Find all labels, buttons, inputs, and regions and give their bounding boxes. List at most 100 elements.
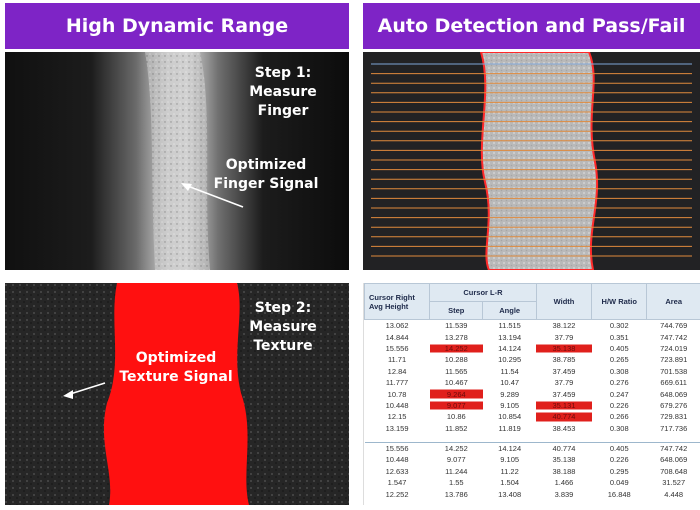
header-step: Step — [429, 301, 484, 320]
summary-cell: 13.408 — [498, 489, 522, 499]
table-cell: 747.742 — [660, 332, 688, 342]
summary-cell: 0.226 — [609, 455, 629, 465]
header-cursor-right: Cursor Right Avg Height — [364, 283, 431, 320]
header-angle: Angle — [482, 301, 537, 320]
table-row: 12.15 10.86 10.854 40.774 0.266 729.831 — [365, 411, 700, 423]
summary-cell: 3.839 — [554, 489, 574, 499]
summary-cell: 11.244 — [445, 466, 468, 476]
summary-row: 12.633 11.244 11.22 38.188 0.295 708.648 — [365, 466, 700, 477]
table-cell: 679.276 — [660, 400, 688, 410]
finger-image-panel: Step 1: Measure Finger Optimized Finger … — [5, 52, 349, 270]
summary-cell: 0.049 — [609, 478, 629, 488]
results-table-panel: Cursor Right Avg Height Cursor L-R Width… — [363, 283, 700, 505]
summary-cell: 12.633 — [385, 466, 409, 476]
table-cell: 37.459 — [552, 389, 576, 399]
table-row: 11.777 10.467 10.47 37.79 0.276 669.611 — [365, 377, 700, 388]
table-cell: 38.453 — [552, 423, 576, 433]
table-cell-fail: 9.264 — [429, 388, 483, 400]
table-row: 14.844 13.278 13.194 37.79 0.351 747.742 — [365, 331, 700, 342]
table-cell: 0.247 — [609, 389, 629, 399]
table-cell: 10.78 — [387, 389, 407, 399]
table-cell: 11.71 — [387, 355, 407, 365]
table-cell: 11.565 — [445, 366, 468, 376]
summary-cell: 12.252 — [385, 489, 409, 499]
table-cell: 13.278 — [444, 332, 468, 342]
table-cell-fail: 9.077 — [429, 399, 483, 412]
table-cell-fail: 35.131 — [536, 399, 592, 412]
table-cell: 723.891 — [660, 355, 688, 365]
table-cell: 37.459 — [552, 366, 576, 376]
table-cell: 11.539 — [445, 321, 468, 331]
table-cell: 11.852 — [445, 423, 468, 433]
summary-cell: 35.138 — [552, 455, 576, 465]
summary-row: 15.556 14.252 14.124 40.774 0.405 747.742 — [365, 442, 700, 454]
table-cell: 12.15 — [387, 412, 407, 422]
header-hw-ratio: H/W Ratio — [591, 283, 648, 320]
table-cell: 0.276 — [609, 378, 629, 388]
summary-cell: 14.252 — [444, 444, 468, 454]
table-cell-fail: 14.252 — [429, 342, 483, 355]
summary-row: 1.547 1.55 1.504 1.466 0.049 31.527 — [365, 477, 700, 488]
right-banner: Auto Detection and Pass/Fail — [363, 3, 700, 49]
summary-cell: 13.786 — [444, 489, 468, 499]
table-cell: 11.777 — [385, 378, 409, 388]
table-cell: 38.785 — [552, 355, 576, 365]
table-cell: 9.289 — [500, 389, 520, 399]
table-cell: 9.105 — [500, 400, 520, 410]
table-cell: 744.769 — [660, 321, 688, 331]
table-cell: 0.226 — [609, 400, 629, 410]
table-cell: 13.159 — [385, 423, 409, 433]
table-cell: 14.844 — [385, 332, 409, 342]
table-cell: 0.308 — [609, 423, 629, 433]
step2-label: Step 2: Measure Texture — [249, 300, 317, 354]
summary-cell: 0.405 — [609, 444, 629, 454]
results-table: Cursor Right Avg Height Cursor L-R Width… — [364, 283, 700, 500]
summary-row: 10.448 9.077 9.105 35.138 0.226 648.069 — [365, 454, 700, 465]
summary-cell: 1.466 — [554, 478, 574, 488]
table-cell: 37.79 — [554, 332, 574, 342]
table-cell: 12.84 — [387, 366, 407, 376]
table-cell: 13.062 — [385, 321, 409, 331]
detection-image — [363, 52, 700, 270]
summary-cell: 14.124 — [498, 444, 522, 454]
summary-cell: 15.556 — [385, 444, 409, 454]
summary-row: 12.252 13.786 13.408 3.839 16.848 4.448 — [365, 488, 700, 499]
finger-signal-label: Optimized Finger Signal — [213, 157, 319, 192]
table-cell: 10.295 — [498, 355, 522, 365]
table-row: 13.062 11.539 11.515 38.122 0.302 744.769 — [365, 320, 700, 332]
table-cell: 15.556 — [385, 343, 409, 353]
right-banner-title: Auto Detection and Pass/Fail — [377, 15, 686, 37]
header-cursor-lr: Cursor L-R — [429, 283, 537, 302]
table-cell: 0.308 — [609, 366, 629, 376]
table-row: 15.556 14.252 14.124 35.138 0.405 724.019 — [365, 342, 700, 355]
left-banner-title: High Dynamic Range — [65, 15, 289, 37]
table-row: 11.71 10.288 10.295 38.785 0.265 723.891 — [365, 354, 700, 365]
table-cell: 11.819 — [498, 423, 521, 433]
header-area: Area — [646, 283, 700, 320]
summary-cell: 11.22 — [500, 466, 519, 476]
summary-cell: 708.648 — [660, 466, 688, 476]
table-cell: 701.538 — [660, 366, 688, 376]
table-cell: 13.194 — [498, 332, 522, 342]
table-cell: 717.736 — [660, 423, 688, 433]
table-cell: 11.54 — [500, 366, 519, 376]
table-row: 10.448 9.077 9.105 35.131 0.226 679.276 — [365, 399, 700, 412]
table-separator — [364, 433, 700, 443]
table-cell: 0.265 — [609, 355, 629, 365]
table-row: 13.159 11.852 11.819 38.453 0.308 717.736 — [365, 423, 700, 434]
table-cell: 0.266 — [609, 412, 629, 422]
summary-cell: 31.527 — [662, 478, 686, 488]
step1-label: Step 1: Measure Finger — [249, 65, 317, 119]
summary-cell: 1.55 — [448, 478, 464, 488]
table-cell: 11.515 — [498, 321, 521, 331]
summary-cell: 0.295 — [609, 466, 629, 476]
table-cell: 0.351 — [609, 332, 629, 342]
table-cell: 38.122 — [552, 321, 576, 331]
table-cell: 648.069 — [660, 389, 688, 399]
table-cell: 10.288 — [444, 355, 468, 365]
detection-image-panel — [363, 52, 700, 270]
table-cell-fail: 40.774 — [536, 411, 592, 423]
summary-cell: 9.105 — [500, 455, 520, 465]
table-cell: 0.405 — [609, 343, 629, 353]
table-cell: 10.854 — [498, 412, 522, 422]
